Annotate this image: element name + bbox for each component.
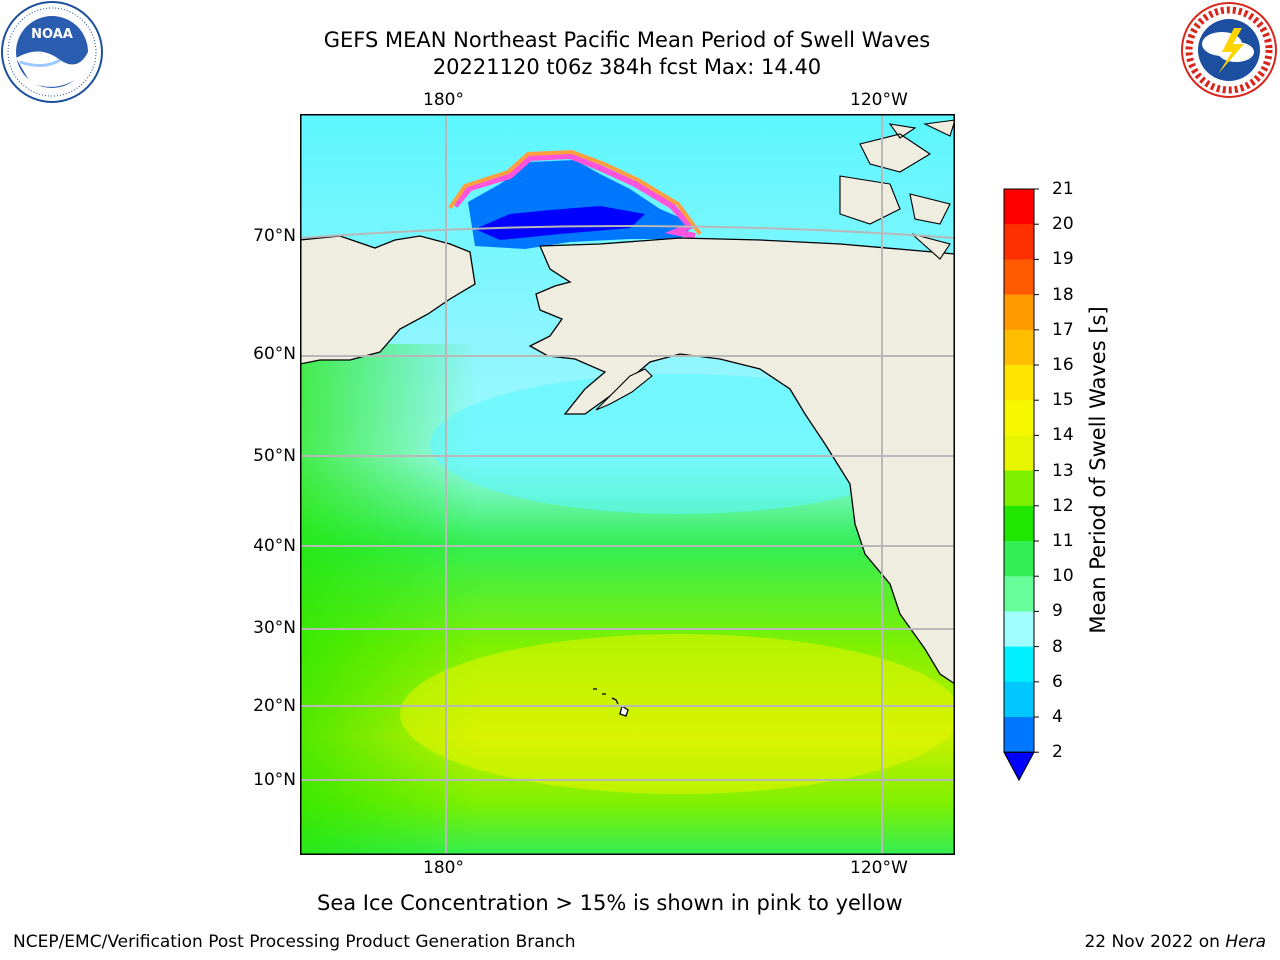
noaa-logo: NOAA [1,1,103,103]
colorbar-tick-label: 10 [1052,566,1074,587]
colorbar-segment [1004,611,1034,648]
colorbar-tick-label: 16 [1052,355,1074,375]
colorbar-tick-label: 2 [1052,742,1063,763]
land-north-america [528,237,955,685]
lat-label-10n: 10°N [253,770,296,790]
colorbar-segment [1004,294,1034,331]
colorbar-tick-label: 19 [1052,249,1074,270]
sea-ice-note: Sea Ice Concentration > 15% is shown in … [317,891,903,915]
footer-date-text: 22 Nov 2022 on [1084,932,1226,952]
lat-label-30n: 30°N [253,618,296,638]
nws-logo [1181,2,1277,98]
colorbar-segment [1004,259,1034,296]
colorbar-segment [1004,576,1034,612]
land-hawaii [593,688,629,717]
sea-ice-outer [448,149,702,236]
ocean-high-period-zone [400,634,955,794]
colorbar-segment [1004,224,1034,260]
land-russia [300,235,476,365]
chart-subtitle: 20221120 t06z 384h fcst Max: 14.40 [432,55,822,79]
lon-label-bottom-180: 180° [423,858,464,878]
lat-label-50n: 50°N [253,446,296,466]
lat-label-40n: 40°N [253,536,296,556]
arctic-deep-blue [475,206,645,240]
colorbar-segment [1004,400,1034,436]
footer-date: 22 Nov 2022 on Hera [1084,932,1266,952]
colorbar-label: Mean Period of Swell Waves [s] [1086,306,1110,634]
colorbar-tick-label: 11 [1052,531,1074,551]
lon-label-bottom-120w: 120°W [850,858,908,878]
colorbar-segment [1004,541,1034,577]
svg-text:NOAA: NOAA [31,27,73,42]
colorbar-segment [1004,470,1034,507]
graticule [300,114,955,855]
land-arctic-islands [839,119,955,260]
colorbar-segment [1004,646,1034,683]
colorbar-segment [1004,717,1034,753]
lon-label-top-180: 180° [423,90,464,110]
colorbar-segment [1004,189,1034,225]
colorbar-extend-arrow [1003,751,1035,782]
colorbar-segment [1004,435,1034,472]
footer-credit: NCEP/EMC/Verification Post Processing Pr… [13,932,576,952]
colorbar-tick-label: 18 [1052,284,1074,305]
colorbar-tick-label: 14 [1052,425,1074,446]
colorbar-segment [1004,505,1034,542]
chart-title: GEFS MEAN Northeast Pacific Mean Period … [323,28,931,52]
colorbar-tick-label: 4 [1052,707,1063,727]
colorbar [1003,188,1039,782]
colorbar-tick-label: 12 [1052,495,1074,516]
colorbar-tick-label: 13 [1052,460,1074,481]
lat-label-20n: 20°N [253,696,296,716]
footer-host: Hera [1225,932,1266,952]
sea-ice-edge [452,152,696,239]
colorbar-segment [1004,681,1034,718]
colorbar-tick-label: 20 [1052,214,1074,235]
swell-period-map [300,114,955,855]
lat-label-70n: 70°N [253,226,296,246]
colorbar-tick-label: 21 [1052,179,1074,199]
colorbar-tick-label: 8 [1052,636,1063,657]
colorbar-segment [1004,329,1034,366]
lat-label-60n: 60°N [253,344,296,364]
colorbar-tick-label: 9 [1052,601,1063,622]
colorbar-tick-label: 17 [1052,319,1074,340]
colorbar-segment [1004,365,1034,401]
land-alaska-peninsula [595,368,653,411]
colorbar-tick-label: 6 [1052,671,1063,692]
colorbar-tick-label: 15 [1052,390,1074,411]
lon-label-top-120w: 120°W [850,90,908,110]
